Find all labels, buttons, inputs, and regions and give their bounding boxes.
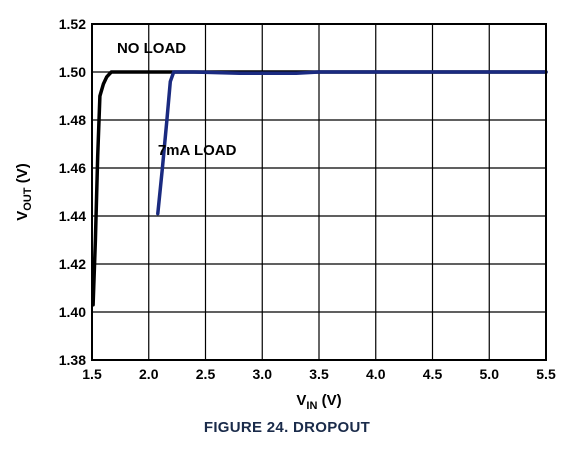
- x-tick-label: 5.5: [536, 366, 556, 382]
- series-line-7ma-load: [156, 70, 548, 216]
- annotations: NO LOAD 7mA LOAD: [117, 40, 237, 159]
- figure-caption: FIGURE 24. DROPOUT: [203, 419, 371, 436]
- x-axis-label: VIN (V): [296, 392, 341, 412]
- series-lines: [91, 70, 548, 307]
- y-axis-label: VOUT (V): [14, 163, 34, 220]
- annotation-label: NO LOAD: [117, 40, 186, 57]
- y-tick-label: 1.38: [59, 352, 86, 368]
- x-tick-label: 3.0: [253, 366, 273, 382]
- y-tick-label: 1.42: [59, 256, 86, 272]
- plot-frame: [91, 23, 547, 361]
- x-tick-labels: 1.5 2.0 2.5 3.0 3.5 4.0 4.5 5.0 5.5: [82, 366, 556, 382]
- x-tick-label: 2.5: [196, 366, 216, 382]
- y-tick-label: 1.40: [59, 304, 86, 320]
- y-tick-label: 1.52: [59, 16, 86, 32]
- y-tick-label: 1.44: [59, 208, 86, 224]
- x-tick-label: 4.0: [366, 366, 386, 382]
- annotation-label: 7mA LOAD: [158, 142, 237, 159]
- x-tick-label: 4.5: [423, 366, 443, 382]
- y-tick-label: 1.50: [59, 64, 86, 80]
- y-tick-label: 1.46: [59, 160, 86, 176]
- x-tick-label: 1.5: [82, 366, 102, 382]
- x-tick-label: 5.0: [480, 366, 500, 382]
- y-tick-label: 1.48: [59, 112, 86, 128]
- x-tick-label: 3.5: [309, 366, 329, 382]
- x-tick-label: 2.0: [139, 366, 159, 382]
- y-tick-labels: 1.38 1.40 1.42 1.44 1.46 1.48 1.50 1.52: [59, 16, 86, 368]
